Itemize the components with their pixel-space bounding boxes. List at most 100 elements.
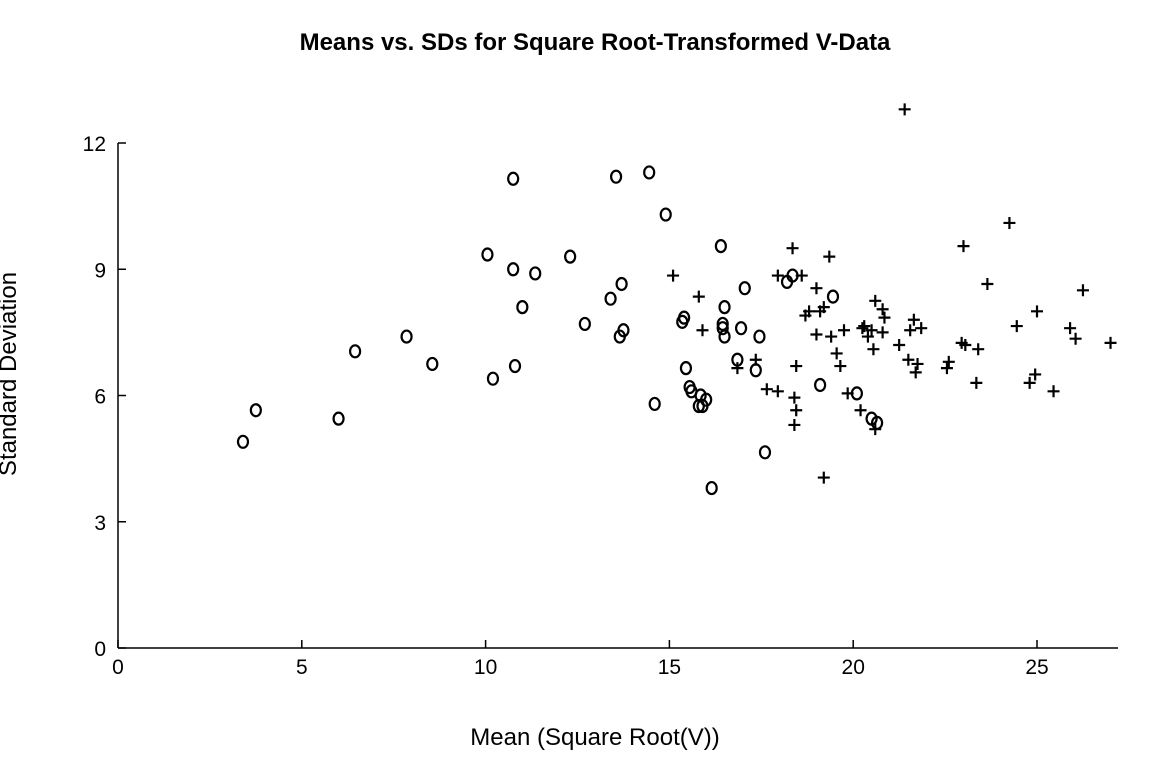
- circle-point: [564, 249, 577, 264]
- circle-point: [604, 291, 617, 306]
- plus-point: [1047, 385, 1060, 398]
- plus-point: [790, 360, 803, 373]
- circle-point: [705, 480, 718, 496]
- plus-point: [823, 250, 836, 263]
- x-tick-label: 25: [1025, 656, 1048, 679]
- circle-point: [332, 411, 345, 426]
- plus-point: [911, 357, 924, 370]
- plus-point: [1010, 320, 1023, 333]
- plus-point: [838, 324, 851, 337]
- plus-point: [909, 366, 922, 379]
- circle-point: [734, 321, 748, 336]
- circle-point: [578, 316, 591, 332]
- plus-point: [771, 385, 784, 398]
- plus-point: [869, 294, 882, 307]
- circle-point: [648, 396, 661, 412]
- plus-point: [795, 269, 808, 282]
- plus-point: [1023, 376, 1036, 389]
- circle-point: [481, 247, 494, 262]
- circle-point: [826, 289, 840, 304]
- plus-point: [1104, 336, 1117, 349]
- circle-point: [643, 165, 656, 180]
- plus-point: [830, 347, 843, 360]
- x-tick-label: 20: [842, 656, 865, 679]
- circle-point: [749, 363, 762, 378]
- plus-point: [1029, 368, 1042, 381]
- plus-point: [731, 362, 744, 375]
- plus-point: [760, 383, 773, 396]
- plus-point: [1031, 305, 1043, 318]
- plus-point: [942, 355, 955, 368]
- plus-point: [957, 240, 970, 253]
- x-tick-label: 15: [658, 656, 681, 679]
- plus-point: [771, 269, 784, 282]
- y-tick-label: 0: [94, 638, 106, 661]
- plus-point: [915, 322, 928, 335]
- chart-title: Means vs. SDs for Square Root-Transforme…: [300, 29, 891, 56]
- circle-point: [615, 276, 628, 292]
- plus-point: [876, 303, 889, 316]
- circle-point: [507, 262, 520, 277]
- plus-point: [788, 418, 801, 431]
- circle-point: [508, 358, 522, 374]
- plus-point: [959, 339, 972, 351]
- plus-point: [841, 387, 854, 400]
- x-axis-ticks: 0 5 10 15 20 25: [112, 640, 1049, 679]
- y-tick-label: 3: [94, 512, 106, 535]
- plus-point: [667, 269, 680, 282]
- plus-point: [788, 391, 801, 404]
- circle-point: [349, 344, 362, 359]
- circle-point: [659, 207, 672, 222]
- circle-point: [714, 239, 727, 254]
- circle-point: [814, 377, 827, 393]
- plus-point: [810, 282, 823, 295]
- y-axis-ticks: 0 3 6 9 12: [83, 133, 126, 661]
- circle-point: [678, 310, 691, 325]
- circle-point: [758, 445, 772, 460]
- plus-point: [893, 339, 906, 351]
- circle-point: [507, 171, 520, 186]
- plus-point: [898, 103, 911, 116]
- plus-point: [972, 343, 985, 356]
- y-tick-label: 6: [94, 386, 106, 409]
- x-tick-label: 10: [474, 656, 497, 679]
- circle-point: [249, 403, 262, 418]
- circle-point: [753, 329, 766, 344]
- plus-point: [817, 471, 830, 484]
- plus-point: [981, 277, 994, 290]
- circle-point: [400, 329, 413, 344]
- circle-point: [609, 169, 623, 184]
- circle-point: [718, 329, 731, 344]
- plus-point: [856, 322, 869, 335]
- circle-point: [718, 300, 731, 315]
- plus-point: [869, 423, 882, 436]
- circle-point: [529, 266, 542, 281]
- plus-point: [1076, 284, 1089, 297]
- plus-point: [876, 326, 889, 339]
- plus-point: [902, 353, 915, 366]
- y-tick-label: 9: [94, 259, 106, 282]
- plus-point: [878, 311, 891, 324]
- plus-point: [834, 360, 847, 373]
- circle-point: [738, 281, 751, 296]
- plus-point: [858, 320, 871, 333]
- data-points: [236, 103, 1117, 496]
- plus-point: [854, 404, 867, 417]
- plus-point: [825, 330, 838, 343]
- plus-point: [786, 242, 799, 255]
- circle-point: [617, 323, 630, 338]
- circle-point: [516, 300, 529, 315]
- circle-point: [679, 361, 693, 376]
- plus-point: [907, 313, 920, 326]
- y-axis-label: Standard Deviation: [0, 272, 22, 476]
- plus-point: [803, 305, 816, 318]
- plus-point: [692, 290, 705, 303]
- plus-point: [1003, 216, 1016, 229]
- circle-point: [486, 371, 500, 386]
- circle-point: [426, 356, 439, 372]
- plus-point: [861, 330, 874, 343]
- plus-point: [1064, 322, 1077, 335]
- plus-point: [970, 376, 983, 389]
- x-axis-label: Mean (Square Root(V)): [470, 724, 719, 751]
